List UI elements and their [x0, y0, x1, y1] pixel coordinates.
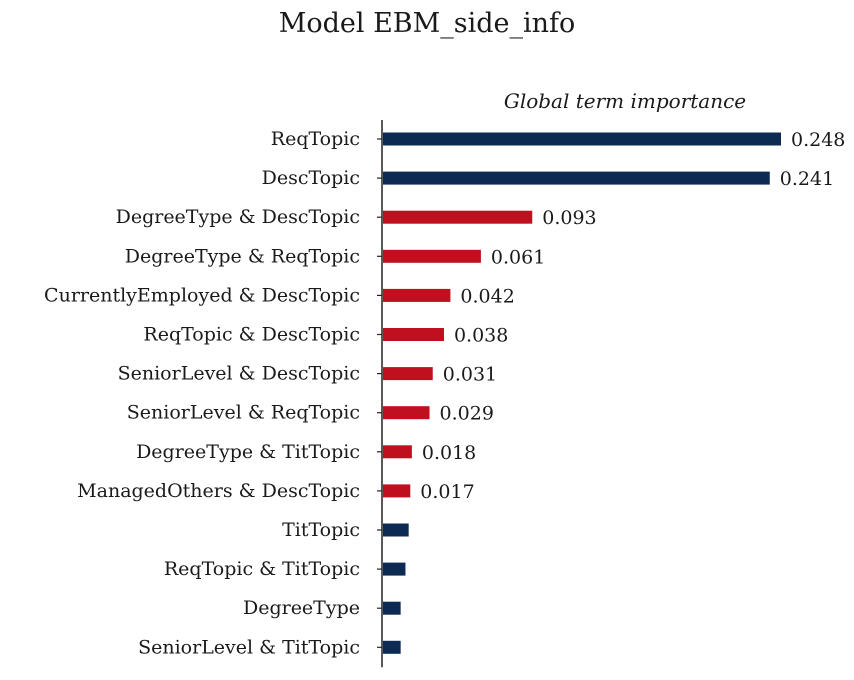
data-label: 0.061	[491, 246, 545, 268]
data-label: 0.241	[780, 168, 834, 190]
bar	[383, 640, 401, 654]
y-tick-label: CurrentlyEmployed & DescTopic	[44, 284, 360, 306]
bar	[383, 210, 533, 224]
data-label: 0.038	[454, 325, 508, 347]
y-tick-label: ReqTopic	[271, 128, 360, 150]
bar	[383, 523, 409, 537]
y-tick-label: SeniorLevel & TitTopic	[138, 636, 360, 658]
chart-subtitle: Global term importance	[504, 89, 746, 113]
y-tick-label: TitTopic	[282, 519, 360, 541]
bar	[383, 367, 433, 381]
data-label: 0.018	[422, 442, 476, 464]
y-tick-label: DegreeType & DescTopic	[116, 206, 360, 228]
y-tick-label: DescTopic	[262, 167, 360, 189]
bar	[383, 288, 451, 302]
data-label: 0.093	[542, 207, 596, 229]
y-tick-label: ReqTopic & TitTopic	[164, 558, 360, 580]
data-label: 0.017	[420, 481, 474, 503]
y-tick-label: DegreeType & TitTopic	[136, 441, 360, 463]
data-label: 0.042	[460, 285, 514, 307]
bar	[383, 132, 781, 146]
data-label: 0.029	[440, 403, 494, 425]
y-tick-label: DegreeType & ReqTopic	[125, 245, 360, 267]
data-label: 0.031	[443, 364, 497, 386]
bar	[383, 406, 430, 420]
y-tick-label: DegreeType	[243, 597, 360, 619]
bar	[383, 445, 412, 459]
bar	[383, 249, 481, 263]
data-label: 0.248	[791, 129, 845, 151]
y-tick-label: ReqTopic & DescTopic	[143, 324, 360, 346]
bar	[383, 562, 406, 576]
chart-title: Model EBM_side_info	[278, 8, 576, 39]
y-tick-label: SeniorLevel & DescTopic	[118, 363, 360, 385]
bar	[383, 328, 444, 341]
bar	[383, 171, 770, 185]
bar	[383, 484, 411, 498]
y-tick-label: SeniorLevel & ReqTopic	[127, 402, 360, 424]
bar	[383, 601, 401, 615]
y-tick-label: ManagedOthers & DescTopic	[77, 480, 360, 502]
